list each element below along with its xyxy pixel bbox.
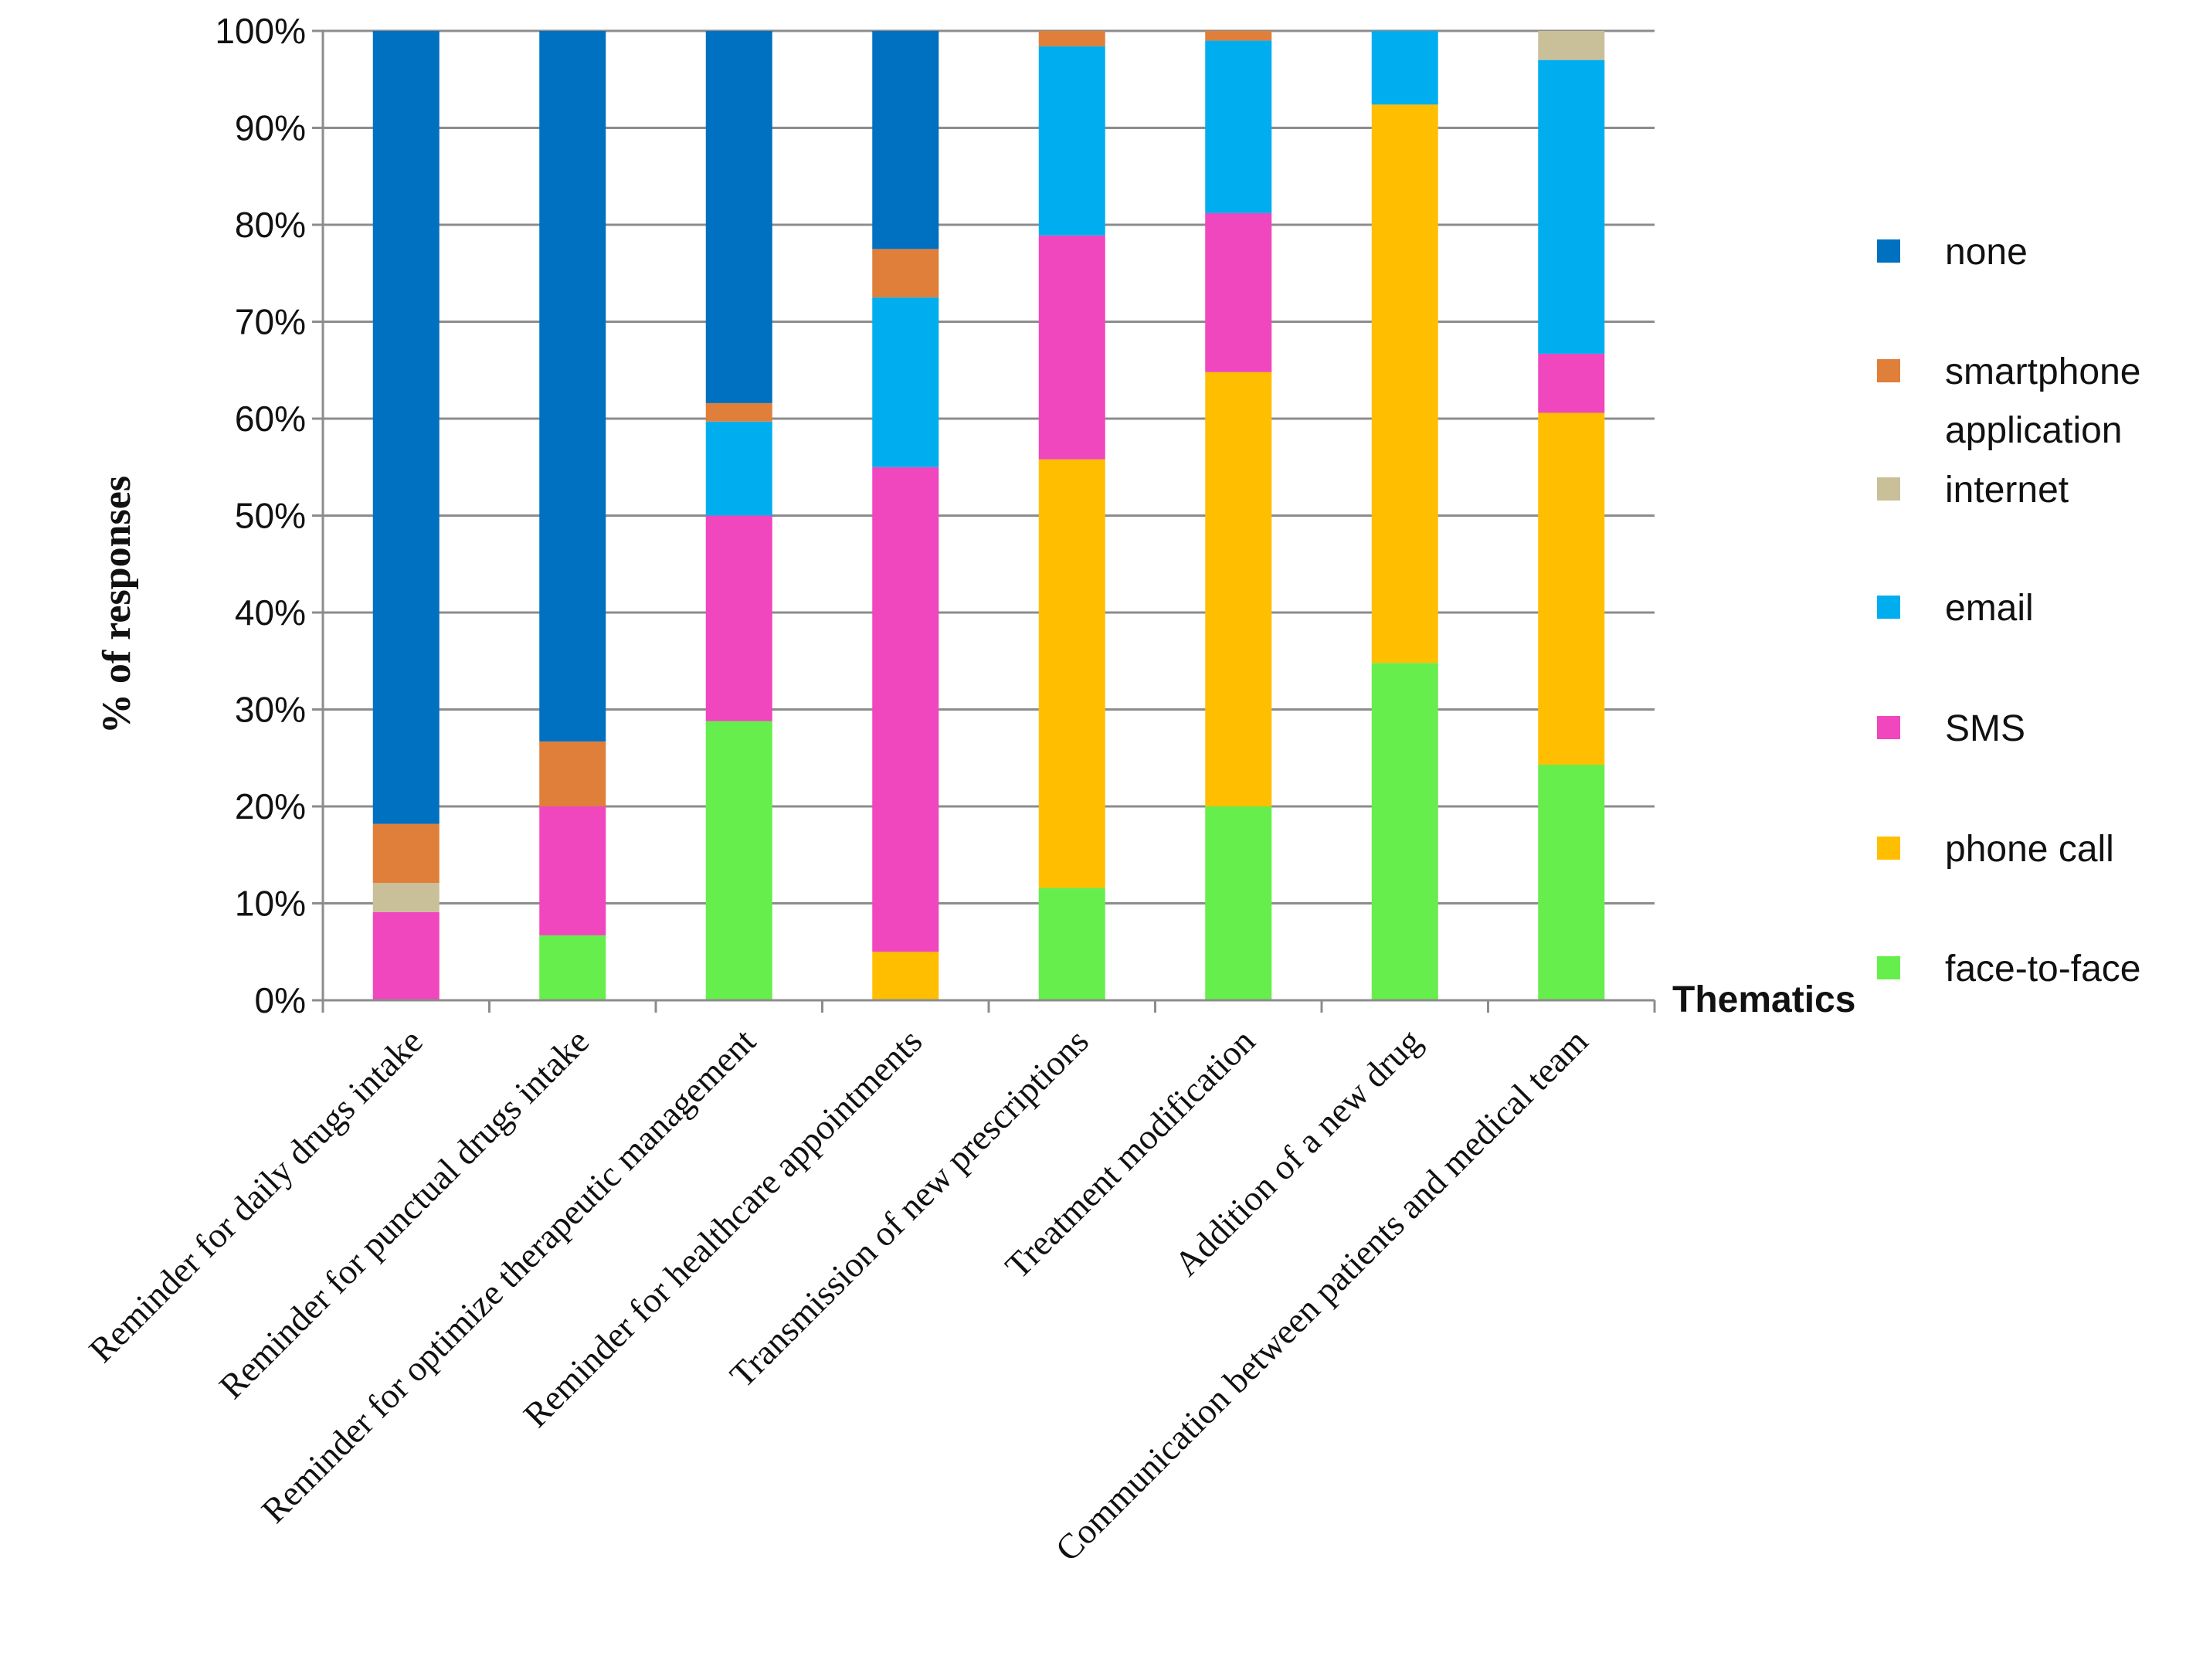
bar-segment-internet [372,883,440,912]
bar-segment-phone-call [1205,372,1272,806]
legend: none smartphone application internet email SM… [1877,232,2140,989]
legend-swatch [1877,359,1900,382]
y-tick-label: 100% [215,11,306,51]
bar-segment-phone-call [872,952,939,1000]
bar-segment-sms [872,467,939,952]
bar-segment-smartphone-application [705,402,772,422]
bar-segment-face-to-face [1038,888,1105,1000]
legend-swatch [1877,239,1900,263]
bar-segment-email [1538,59,1605,354]
x-tick-label: Reminder for daily drugs intake [81,1021,430,1370]
legend-swatch [1877,716,1900,739]
legend-label: none [1945,232,2028,273]
legend-swatch [1877,837,1900,860]
bar-segment-none [372,31,440,824]
bar-segment-phone-call [1371,104,1438,664]
legend-swatch [1877,477,1900,501]
bar-segment-email [1038,46,1105,236]
bar-segment-phone-call [1038,459,1105,888]
axes [312,29,1656,1013]
bar-segment-sms [1205,212,1272,372]
bar-segment-email [1205,40,1272,213]
bar-segment-sms [1538,353,1605,413]
bar-segment-sms [1038,235,1105,460]
legend-swatch [1877,596,1900,619]
bar-segment-sms [539,806,606,935]
y-tick-label: 10% [235,884,306,924]
y-tick-labels: 0% 10% 20% 30% 40% 50% 60% 70% 80% 90% 100% [215,11,306,1020]
legend-label: smartphone application [1945,351,2140,451]
bar-segment-smartphone-application [372,823,440,884]
gridlines [323,29,1655,1002]
bar-segment-face-to-face [705,721,772,1000]
bar-segment-face-to-face [1538,765,1605,1000]
bar-segment-none [705,31,772,403]
x-axis-title: Thematics [1672,979,1855,1020]
bar-segment-smartphone-application [539,741,606,806]
legend-label: internet [1945,470,2069,511]
y-axis-title: % of responses [95,476,139,734]
legend-label: SMS [1945,708,2025,749]
bar-segment-smartphone-application [1038,31,1105,47]
bar-segment-phone-call [1538,412,1605,765]
x-tick-labels: Reminder for daily drugs intakeReminder … [81,1021,1595,1569]
legend-label: email [1945,588,2034,629]
legend-label: phone call [1945,829,2114,870]
y-tick-label: 0% [255,980,306,1020]
bars [372,31,1605,1000]
bar-segment-none [539,31,606,742]
bar-segment-email [705,421,772,516]
bar-segment-sms [705,515,772,721]
y-tick-label: 60% [235,399,306,439]
legend-label: face-to-face [1945,949,2140,989]
y-tick-label: 40% [235,592,306,633]
bar-segment-face-to-face [539,935,606,1000]
y-tick-label: 50% [235,496,306,536]
y-tick-label: 70% [235,302,306,342]
bar-segment-internet [1538,31,1605,60]
bar-segment-smartphone-application [1205,31,1272,41]
bar-segment-email [872,297,939,467]
bar-segment-face-to-face [1205,806,1272,1000]
legend-swatch [1877,956,1900,979]
x-tick-label: Reminder for punctual drugs intake [212,1021,597,1407]
bar-segment-none [872,31,939,249]
bar-segment-sms [372,911,440,1000]
y-tick-label: 30% [235,690,306,730]
y-tick-label: 90% [235,108,306,148]
bar-segment-face-to-face [1371,663,1438,1000]
y-tick-label: 80% [235,205,306,245]
bar-segment-smartphone-application [872,249,939,298]
y-tick-label: 20% [235,786,306,826]
x-tick-label: Transmission of new prescriptions [722,1021,1096,1395]
bar-segment-email [1371,31,1438,105]
